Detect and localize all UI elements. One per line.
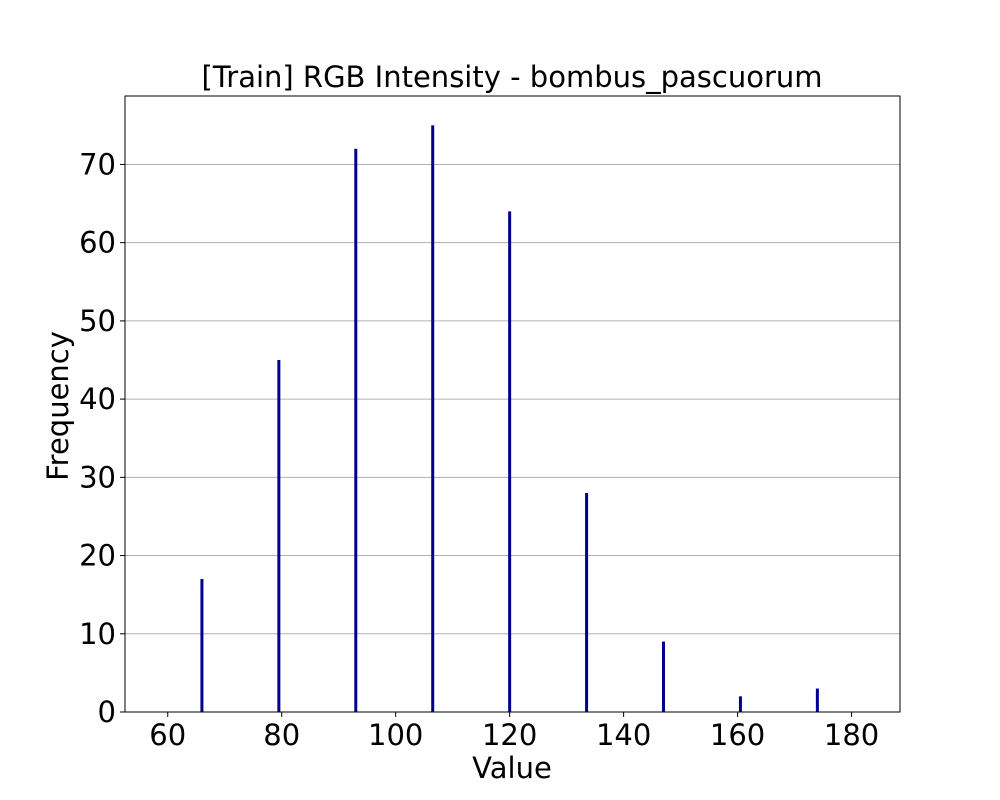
x-tick-label: 160 (710, 718, 765, 752)
x-tick-label: 120 (482, 718, 537, 752)
bars (200, 125, 819, 713)
chart-title: [Train] RGB Intensity - bombus_pascuorum (202, 60, 823, 94)
y-tick-label: 20 (79, 539, 116, 573)
histogram-bar (585, 492, 589, 712)
x-tick-label: 140 (596, 718, 651, 752)
y-axis-ticks: 0 10 20 30 40 50 60 70 (79, 147, 125, 729)
histogram-bar (815, 688, 819, 712)
histogram-bar (200, 579, 204, 712)
x-axis-ticks: 60 80 100 120 140 160 180 (149, 712, 879, 752)
y-tick-label: 70 (79, 147, 116, 181)
y-tick-label: 0 (98, 695, 116, 729)
x-tick-label: 60 (149, 718, 186, 752)
histogram-bar (508, 211, 512, 712)
y-tick-label: 10 (79, 617, 116, 651)
histogram-bar (431, 125, 435, 713)
y-tick-label: 60 (79, 226, 116, 260)
plot-frame (124, 95, 901, 713)
histogram-bar (277, 360, 281, 712)
y-tick-label: 30 (79, 460, 116, 494)
x-axis-label: Value (472, 751, 552, 785)
y-tick-label: 40 (79, 382, 116, 416)
x-tick-label: 180 (824, 718, 879, 752)
histogram-bar (662, 641, 666, 712)
histogram-bar (738, 696, 742, 712)
x-tick-label: 100 (368, 718, 423, 752)
y-axis-label: Frequency (41, 331, 75, 481)
x-tick-label: 80 (263, 718, 300, 752)
histogram-bar (354, 148, 358, 713)
y-tick-label: 50 (79, 304, 116, 338)
grid-lines (125, 163, 900, 635)
